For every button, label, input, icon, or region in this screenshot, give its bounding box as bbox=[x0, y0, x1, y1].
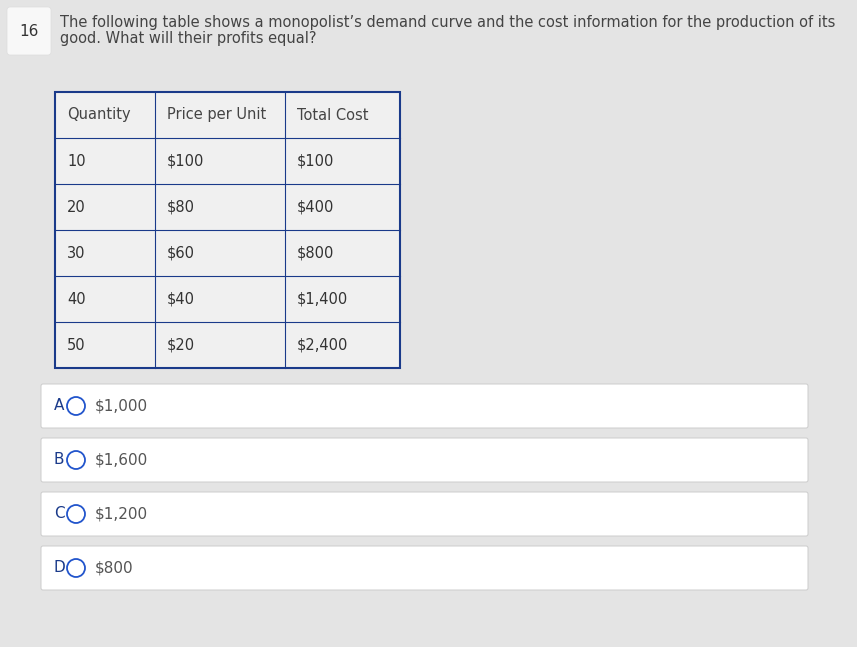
Bar bbox=[55, 92, 400, 368]
Text: $1,400: $1,400 bbox=[297, 292, 348, 307]
Text: $800: $800 bbox=[297, 245, 334, 261]
Text: 20: 20 bbox=[67, 199, 86, 215]
Text: The following table shows a monopolist’s demand curve and the cost information f: The following table shows a monopolist’s… bbox=[60, 14, 836, 30]
Text: 40: 40 bbox=[67, 292, 86, 307]
Text: $80: $80 bbox=[167, 199, 195, 215]
Text: A: A bbox=[54, 399, 64, 413]
Text: $20: $20 bbox=[167, 338, 195, 353]
Text: $60: $60 bbox=[167, 245, 195, 261]
Circle shape bbox=[67, 397, 85, 415]
FancyBboxPatch shape bbox=[41, 438, 808, 482]
Circle shape bbox=[67, 559, 85, 577]
Text: B: B bbox=[54, 452, 64, 468]
Text: $400: $400 bbox=[297, 199, 334, 215]
Text: D: D bbox=[53, 560, 65, 575]
FancyBboxPatch shape bbox=[7, 7, 51, 55]
Text: $1,000: $1,000 bbox=[95, 399, 148, 413]
Text: $1,600: $1,600 bbox=[95, 452, 148, 468]
Text: Quantity: Quantity bbox=[67, 107, 130, 122]
FancyBboxPatch shape bbox=[41, 384, 808, 428]
Text: 50: 50 bbox=[67, 338, 86, 353]
Text: 30: 30 bbox=[67, 245, 86, 261]
Text: C: C bbox=[54, 507, 64, 521]
Text: Total Cost: Total Cost bbox=[297, 107, 369, 122]
Circle shape bbox=[67, 505, 85, 523]
Text: $800: $800 bbox=[95, 560, 134, 575]
Bar bbox=[55, 92, 400, 368]
FancyBboxPatch shape bbox=[41, 492, 808, 536]
Text: good. What will their profits equal?: good. What will their profits equal? bbox=[60, 32, 316, 47]
Text: $2,400: $2,400 bbox=[297, 338, 349, 353]
Text: $100: $100 bbox=[297, 153, 334, 168]
Text: 16: 16 bbox=[20, 23, 39, 39]
FancyBboxPatch shape bbox=[41, 546, 808, 590]
Text: $100: $100 bbox=[167, 153, 204, 168]
Circle shape bbox=[67, 451, 85, 469]
Text: 10: 10 bbox=[67, 153, 86, 168]
Text: $1,200: $1,200 bbox=[95, 507, 148, 521]
Text: $40: $40 bbox=[167, 292, 195, 307]
Text: Price per Unit: Price per Unit bbox=[167, 107, 267, 122]
